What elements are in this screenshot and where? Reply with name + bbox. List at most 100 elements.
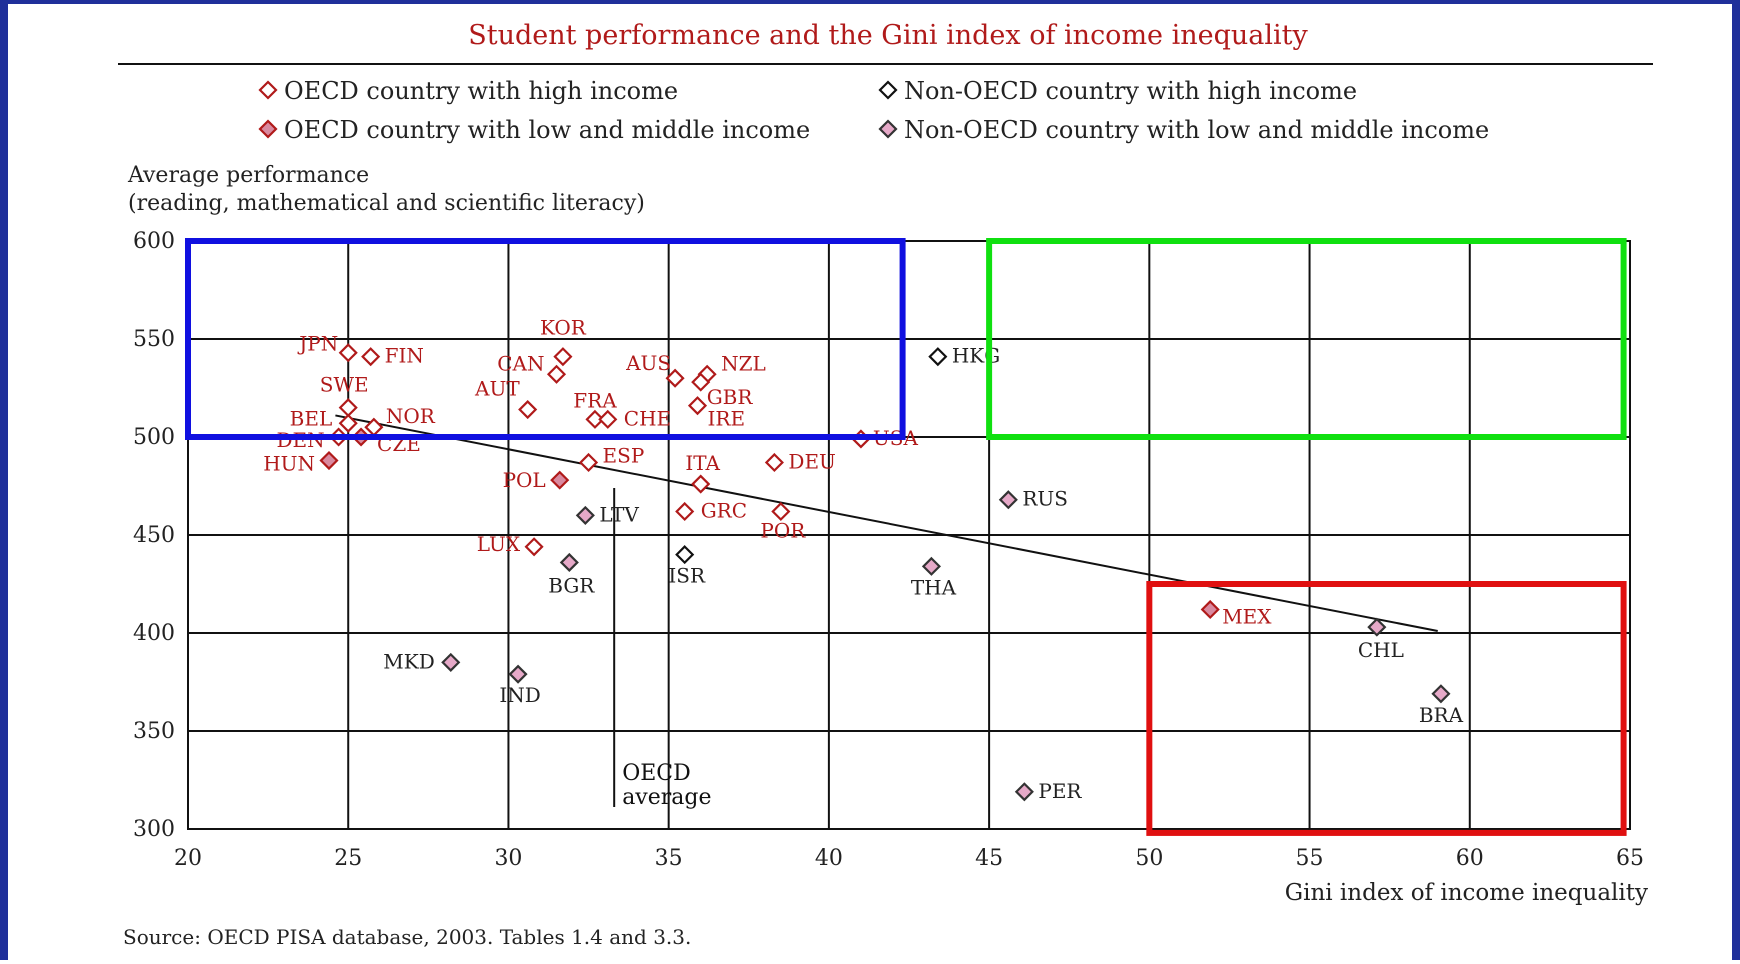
legend-marker-oecd_lowmid [258,119,278,139]
y-tick-label: 600 [133,229,175,254]
legend-label-nonoecd_lowmid: Non-OECD country with low and middle inc… [904,116,1489,144]
point-label-mkd: MKD [383,649,434,673]
x-tick-label: 55 [1296,846,1324,871]
point-label-bgr: BGR [548,573,595,597]
point-marker-swe [338,398,358,418]
point-marker-bra [1431,684,1451,704]
point-marker-mex [1200,599,1220,620]
legend-label-oecd_lowmid: OECD country with low and middle income [284,116,810,144]
point-label-hkg: HKG [952,344,1000,368]
blue-highlight-box [185,238,906,440]
point-marker-ita [691,474,711,494]
y-tick-label: 350 [133,719,175,744]
x-tick-label: 25 [334,846,362,871]
x-tick-label: 60 [1456,846,1484,871]
point-marker-ire [687,396,708,416]
point-marker-bel [338,413,358,433]
point-marker-rus [998,490,1018,510]
point-label-deu: DEU [788,449,836,473]
point-label-can: CAN [497,351,544,375]
point-marker-esp [578,452,599,473]
x-tick-labels: 20 25 30 35 40 45 50 55 60 65 [174,846,1644,871]
y-axis-label-line2: (reading, mathematical and scientific li… [128,191,645,216]
point-marker-che [598,409,618,429]
point-marker-per [1014,782,1034,802]
point-label-che: CHE [624,406,671,430]
y-tick-label: 550 [133,327,175,352]
point-label-esp: ESP [603,443,645,467]
point-label-gbr: GBR [707,385,754,409]
legend-marker-nonoecd_lowmid [878,119,898,139]
x-tick-label: 20 [174,846,202,871]
point-marker-pol [550,470,570,490]
point-label-ire: IRE [708,407,746,431]
point-label-nor: NOR [386,404,436,428]
x-tick-label: 45 [975,846,1003,871]
x-axis-label: Gini index of income inequality [1285,880,1648,906]
point-label-aut: AUT [474,377,520,401]
point-marker-fra [585,409,605,429]
y-tick-labels: 300 350 400 450 500 550 600 [133,229,175,842]
point-label-bel: BEL [290,406,333,430]
point-marker-grc [675,501,695,522]
x-tick-label: 50 [1135,846,1163,871]
oecd-average-label-line2: average [622,785,711,810]
grid [187,240,1631,830]
point-label-pol: POL [503,468,546,492]
point-label-lux: LUX [477,532,521,556]
point-marker-aus [665,368,685,388]
x-tick-label: 35 [655,846,683,871]
legend-marker-oecd_high [258,80,278,100]
point-marker-hkg [928,347,948,367]
point-marker-chl [1367,617,1387,637]
point-marker-ind [508,664,528,684]
point-label-mex: MEX [1222,604,1272,628]
point-label-fra: FRA [573,388,617,412]
point-label-isr: ISR [668,564,706,588]
point-label-tha: THA [911,575,957,599]
point-marker-jpn [338,343,358,363]
point-label-per: PER [1038,779,1082,803]
point-label-nzl: NZL [721,351,766,375]
legend-label-nonoecd_high: Non-OECD country with high income [904,77,1357,105]
x-tick-label: 65 [1616,846,1644,871]
point-label-ltv: LTV [599,502,639,526]
point-marker-kor [553,347,573,367]
point-marker-can [546,364,567,384]
point-label-swe: SWE [320,373,369,397]
y-axis-label-line1: Average performance [127,163,369,188]
point-marker-mkd [441,652,461,672]
point-marker-tha [921,556,941,576]
point-label-fin: FIN [385,344,424,368]
point-marker-aut [518,400,538,420]
data-points: JPN FIN KOR CAN AUS NZL GBR SWE AUT FRA CHE IRE BEL N… [263,316,1463,803]
oecd-average-label-line1: OECD [622,761,691,786]
point-marker-fin [361,347,381,367]
legend: OECD country with high income Non-OECD co… [258,77,1489,144]
legend-marker-nonoecd_high [878,80,898,100]
chart-title: Student performance and the Gini index o… [468,20,1308,51]
point-marker-bgr [559,552,579,572]
x-tick-label: 30 [494,846,522,871]
point-marker-gbr [691,372,711,392]
regression-line [335,414,1438,633]
scatter-chart: Student performance and the Gini index o… [118,20,1653,949]
point-label-ind: IND [499,683,540,707]
point-marker-isr [675,545,695,565]
point-label-kor: KOR [540,316,587,340]
trend-line [335,414,1438,633]
legend-label-oecd_high: OECD country with high income [284,77,678,105]
y-tick-label: 300 [133,817,175,842]
point-marker-por [771,501,791,522]
point-label-chl: CHL [1358,638,1404,662]
point-label-rus: RUS [1022,487,1068,511]
point-label-jpn: JPN [297,332,338,356]
y-tick-label: 450 [133,523,175,548]
y-tick-label: 400 [133,621,175,646]
point-label-grc: GRC [701,498,747,522]
source-note: Source: OECD PISA database, 2003. Tables… [123,925,691,949]
point-label-ita: ITA [685,451,720,475]
green-highlight-box [986,238,1627,440]
